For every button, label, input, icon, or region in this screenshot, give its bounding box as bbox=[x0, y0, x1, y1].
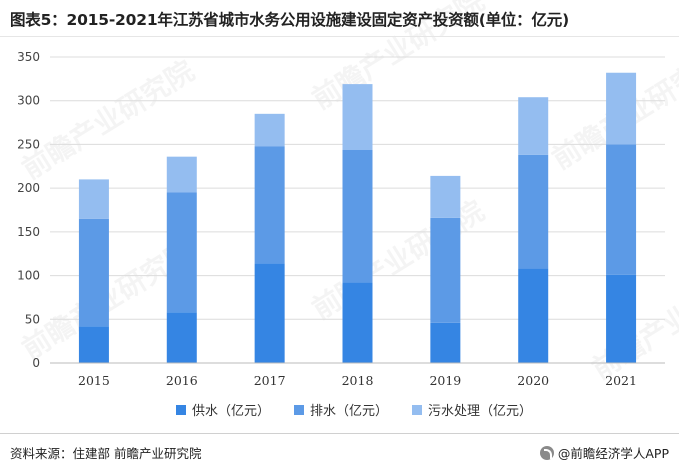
y-axis-ticks: 0 50 100 150 200 250 300 350 bbox=[17, 50, 40, 370]
watermark-text: 前瞻产业研究院 bbox=[306, 194, 490, 326]
y-tick-label: 350 bbox=[17, 50, 40, 64]
x-tick-label: 2020 bbox=[517, 373, 549, 388]
bars bbox=[78, 72, 637, 363]
bar-segment bbox=[254, 146, 285, 264]
legend: 供水（亿元） 排水（亿元） 污水处理（亿元） bbox=[176, 404, 532, 419]
title-divider bbox=[0, 36, 679, 37]
x-tick-label: 2018 bbox=[342, 373, 374, 388]
y-tick-label: 200 bbox=[17, 181, 40, 195]
bar-segment bbox=[342, 84, 373, 150]
brand-label: @前瞻经济学人APP bbox=[557, 446, 669, 461]
brand-credit: @前瞻经济学人APP bbox=[539, 443, 669, 462]
x-tick-label: 2016 bbox=[166, 373, 198, 388]
x-tick-label: 2019 bbox=[429, 373, 461, 388]
x-tick-label: 2015 bbox=[78, 373, 110, 388]
bar-segment bbox=[518, 154, 549, 269]
bar-segment bbox=[254, 263, 285, 363]
bar-segment bbox=[606, 144, 637, 275]
y-tick-label: 150 bbox=[17, 225, 40, 239]
bar-segment bbox=[518, 97, 549, 155]
bar-segment bbox=[166, 192, 197, 313]
x-tick-label: 2017 bbox=[254, 373, 286, 388]
y-tick-label: 250 bbox=[17, 137, 40, 151]
brand-logo-icon bbox=[539, 445, 554, 460]
bar-segment bbox=[606, 72, 637, 145]
legend-label: 排水（亿元） bbox=[310, 404, 388, 419]
bar-segment bbox=[78, 326, 109, 363]
bar-segment bbox=[518, 268, 549, 363]
bar-segment bbox=[166, 156, 197, 193]
y-tick-label: 300 bbox=[17, 94, 40, 108]
bar-segment bbox=[78, 218, 109, 327]
source-note: 资料来源：住建部 前瞻产业研究院 bbox=[10, 446, 202, 461]
bar-segment bbox=[342, 149, 373, 283]
bar-segment bbox=[342, 282, 373, 363]
legend-label: 供水（亿元） bbox=[192, 404, 270, 419]
bar-segment bbox=[254, 113, 285, 147]
bar-segment bbox=[430, 217, 461, 323]
y-tick-label: 50 bbox=[25, 312, 40, 326]
legend-swatch bbox=[412, 405, 422, 415]
bar-segment bbox=[606, 274, 637, 363]
y-tick-label: 0 bbox=[32, 356, 40, 370]
legend-swatch bbox=[294, 405, 304, 415]
y-tick-label: 100 bbox=[17, 269, 40, 283]
x-tick-label: 2021 bbox=[605, 373, 637, 388]
legend-swatch bbox=[176, 405, 186, 415]
bar-segment bbox=[166, 312, 197, 363]
bar-segment bbox=[430, 175, 461, 218]
bar-segment bbox=[78, 179, 109, 219]
bar-segment bbox=[430, 322, 461, 363]
x-axis-ticks: 2015 2016 2017 2018 2019 2020 2021 bbox=[78, 373, 637, 388]
chart-title: 图表5：2015-2021年江苏省城市水务公用设施建设固定资产投资额(单位：亿元… bbox=[10, 11, 569, 29]
legend-label: 污水处理（亿元） bbox=[428, 404, 532, 419]
footer-divider bbox=[0, 433, 679, 434]
